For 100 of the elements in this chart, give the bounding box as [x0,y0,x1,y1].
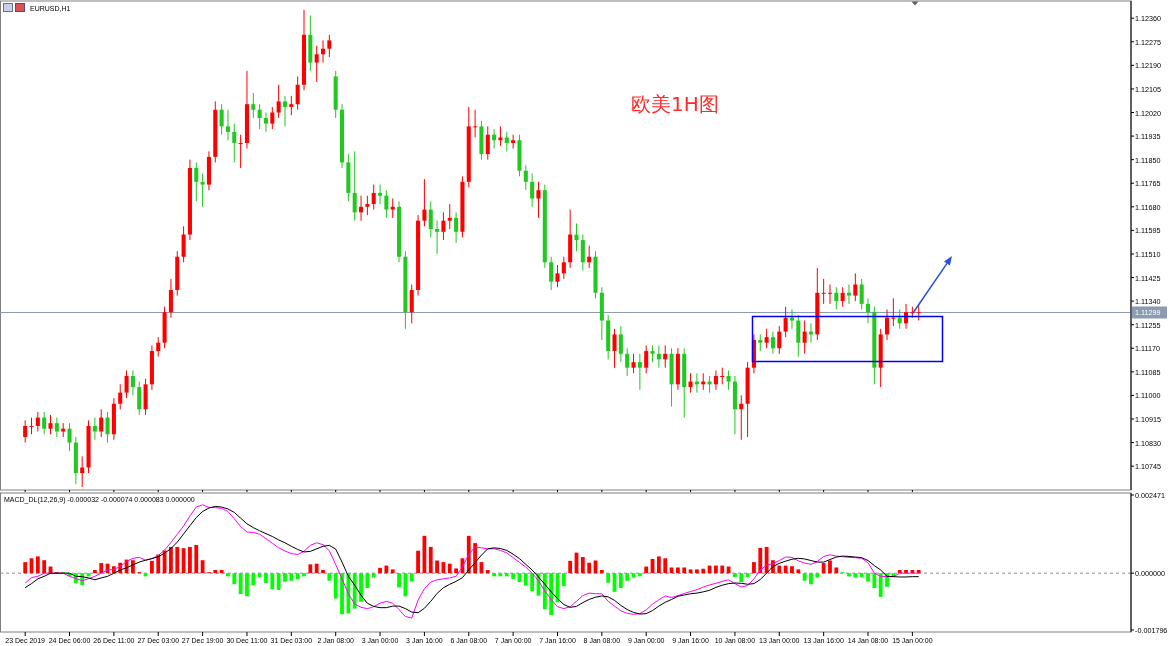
candlestick [124,369,129,399]
bar [42,560,47,574]
candlestick [378,184,383,205]
candlestick [644,344,649,374]
candlestick [504,131,509,152]
bar [859,573,864,577]
candlestick [802,320,807,355]
bar [701,568,706,574]
candlestick [625,347,630,377]
bar [188,546,192,574]
candlestick [435,220,440,255]
candlestick [42,411,47,435]
bar [359,573,363,602]
candlestick [498,125,503,147]
bar [378,567,382,574]
bar [682,567,687,574]
candlestick [365,195,370,216]
candlestick [739,394,744,441]
candlestick [130,369,135,396]
bar [815,573,820,578]
bar [384,565,389,574]
bar [847,573,851,577]
candlestick [865,297,871,324]
candlestick [663,344,668,369]
candlestick [232,123,237,163]
candlestick [409,283,414,324]
bar [289,573,294,581]
bar [904,570,908,574]
bar [745,573,750,577]
candlestick [631,353,636,374]
bar [587,562,592,574]
candlestick [371,184,376,211]
candlestick [897,308,902,330]
candlestick [783,306,788,338]
bar [251,573,256,586]
bar [35,556,40,574]
bar [511,573,516,579]
candlestick [789,308,794,330]
bar [169,546,173,574]
bar [561,573,566,587]
bar [504,573,509,577]
bar [321,570,325,574]
candlestick [840,286,845,308]
candlestick [523,164,528,191]
candlestick [289,95,294,116]
bar [485,570,490,574]
candlestick [200,173,205,208]
bar [454,568,458,574]
candlestick [428,200,433,238]
candlestick [99,408,104,438]
bar [409,573,414,582]
candlestick [485,125,490,161]
bar [828,560,832,574]
bar [783,565,788,574]
bar [238,573,243,595]
bar [397,573,401,588]
candlestick [35,411,40,432]
bar [853,573,858,578]
candlestick [511,134,516,150]
bar [872,573,877,589]
bar [213,570,218,574]
bar [758,547,763,574]
bar [302,573,306,577]
bar [333,573,338,599]
candlestick [536,181,541,219]
candlestick [48,414,53,435]
bar [99,563,104,574]
bar [492,573,497,577]
candlestick [422,178,427,227]
annotation: 欧美1H图 [631,92,719,116]
candlestick [327,34,332,58]
candlestick [454,211,459,244]
bar [416,550,420,574]
candlestick [884,308,890,341]
candlestick [67,422,72,452]
bar [428,546,433,574]
candlestick [688,372,693,394]
candlestick [555,264,560,288]
candlestick [891,297,896,327]
bar [308,564,313,574]
candlestick [574,222,579,252]
bar [226,573,230,577]
bar [276,573,281,590]
candlestick [618,325,623,363]
candlestick [282,95,288,127]
candlestick [263,112,269,133]
bar [580,557,585,574]
bar [720,565,725,574]
candlestick [92,417,97,441]
bar [625,573,630,581]
candlestick [390,197,395,219]
bar [663,558,668,574]
bar [283,573,287,582]
candlestick [827,283,833,305]
candlestick [821,278,826,305]
candlestick [777,325,782,355]
candlestick [834,286,839,310]
candlestick [238,134,243,169]
bar [656,556,661,574]
bar [809,573,813,585]
